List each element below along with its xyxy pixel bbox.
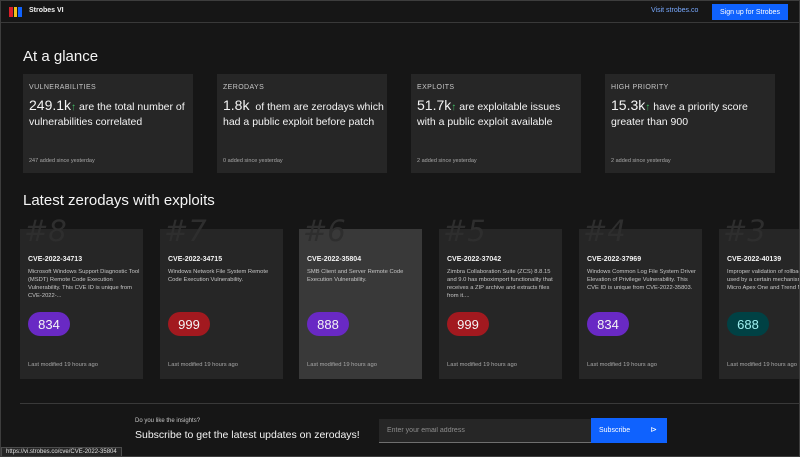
zeroday-card[interactable]: #7 CVE-2022-34715 Windows Network File S…	[160, 214, 283, 379]
stat-since: 2 added since yesterday	[611, 158, 671, 164]
strobes-logo[interactable]	[9, 7, 23, 17]
cve-id[interactable]: CVE-2022-35804	[307, 256, 362, 263]
trend-up-icon: ↑	[451, 102, 457, 113]
stat-text: are exploitable issues with a public exp…	[417, 101, 561, 128]
at-a-glance-heading: At a glance	[23, 48, 99, 65]
trend-up-icon: ↑	[71, 102, 77, 113]
stat-text: are the total number of vulnerabilities …	[29, 101, 185, 128]
zeroday-card[interactable]: #4 CVE-2022-37969 Windows Common Log Fil…	[579, 214, 702, 379]
cve-id[interactable]: CVE-2022-37969	[587, 256, 642, 263]
cve-id[interactable]: CVE-2022-40139	[727, 256, 782, 263]
stat-card-high-priority: HIGH PRIORITY 15.3k↑ have a priority scor…	[605, 74, 775, 173]
logo-bar-red	[9, 7, 13, 17]
priority-score-badge: 999	[168, 312, 210, 336]
stat-label: EXPLOITS	[417, 84, 455, 91]
cve-description: Windows Network File System Remote Code …	[168, 269, 269, 283]
last-modified: Last modified 19 hours ago	[447, 362, 517, 368]
logo-bar-yellow	[13, 7, 18, 17]
stat-value: 51.7k	[417, 97, 452, 113]
stat-since: 2 added since yesterday	[417, 158, 477, 164]
last-modified: Last modified 19 hours ago	[28, 362, 98, 368]
subscribe-question: Do you like the insights?	[135, 418, 201, 424]
priority-score-badge: 688	[727, 312, 769, 336]
email-input[interactable]	[379, 419, 591, 443]
rank-number: #7	[164, 214, 207, 248]
stat-description: 1.8k of them are zerodays which had a pu…	[223, 98, 385, 130]
stat-description: 15.3k↑ have a priority score greater than…	[611, 98, 773, 130]
stat-text: have a priority score greater than 900	[611, 101, 748, 128]
cve-id[interactable]: CVE-2022-37042	[447, 256, 502, 263]
cve-description: SMB Client and Server Remote Code Execut…	[307, 269, 404, 283]
status-bar-url: https://vi.strobes.co/cve/CVE-2022-35804	[1, 447, 122, 456]
subscribe-button[interactable]: Subscribe ⊳	[591, 418, 667, 443]
cve-id[interactable]: CVE-2022-34713	[28, 256, 83, 263]
cve-description: Zimbra Collaboration Suite (ZCS) 8.8.15 …	[447, 269, 553, 299]
cve-id[interactable]: CVE-2022-34715	[168, 256, 223, 263]
stat-description: 249.1k↑ are the total number of vulnerabi…	[29, 98, 191, 130]
stat-card-vulnerabilities: VULNERABILITIES 249.1k↑ are the total num…	[23, 74, 193, 173]
sign-up-button[interactable]: Sign up for Strobes	[712, 4, 788, 20]
last-modified: Last modified 19 hours ago	[168, 362, 238, 368]
visit-strobes-link[interactable]: Visit strobes.co	[651, 7, 699, 14]
stat-since: 247 added since yesterday	[29, 158, 95, 164]
trend-up-icon: ↑	[645, 102, 651, 113]
rank-number: #4	[583, 214, 626, 248]
zeroday-card[interactable]: #5 CVE-2022-37042 Zimbra Collaboration S…	[439, 214, 562, 379]
priority-score-badge: 834	[587, 312, 629, 336]
last-modified: Last modified 19 hours ago	[727, 362, 797, 368]
brand-name[interactable]: Strobes VI	[29, 7, 64, 14]
cve-description: Improper validation of rollback componen…	[727, 269, 800, 291]
stat-label: ZERODAYS	[223, 84, 265, 91]
priority-score-badge: 999	[447, 312, 489, 336]
stat-value: 249.1k	[29, 97, 72, 113]
priority-score-badge: 888	[307, 312, 349, 336]
stat-card-zerodays: ZERODAYS 1.8k of them are zerodays which…	[217, 74, 387, 173]
stat-since: 0 added since yesterday	[223, 158, 283, 164]
last-modified: Last modified 19 hours ago	[307, 362, 377, 368]
latest-zerodays-heading: Latest zerodays with exploits	[23, 192, 215, 209]
top-header: Strobes VI Visit strobes.co Sign up for …	[1, 1, 799, 23]
stat-value: 1.8k	[223, 97, 250, 113]
subscribe-headline: Subscribe to get the latest updates on z…	[135, 429, 360, 441]
stat-card-exploits: EXPLOITS 51.7k↑ are exploitable issues wi…	[411, 74, 581, 173]
cve-description: Windows Common Log File System Driver El…	[587, 269, 696, 291]
rank-number: #5	[443, 214, 486, 248]
rank-number: #3	[723, 214, 766, 248]
send-icon: ⊳	[650, 425, 657, 434]
last-modified: Last modified 19 hours ago	[587, 362, 657, 368]
rank-number: #6	[303, 214, 346, 248]
stat-text: of them are zerodays which had a public …	[223, 101, 384, 128]
zeroday-card-partial[interactable]: #3 CVE-2022-40139 Improper validation of…	[719, 214, 800, 379]
stat-label: VULNERABILITIES	[29, 84, 97, 91]
logo-bar-blue	[18, 7, 23, 17]
priority-score-badge: 834	[28, 312, 70, 336]
stat-description: 51.7k↑ are exploitable issues with a publ…	[417, 98, 579, 130]
zeroday-card-hovered[interactable]: #6 CVE-2022-35804 SMB Client and Server …	[299, 214, 422, 379]
zeroday-card[interactable]: #8 CVE-2022-34713 Microsoft Windows Supp…	[20, 214, 143, 379]
subscribe-button-label: Subscribe	[599, 427, 631, 434]
cve-description: Microsoft Windows Support Diagnostic Too…	[28, 269, 140, 299]
rank-number: #8	[24, 214, 67, 248]
stat-label: HIGH PRIORITY	[611, 84, 669, 91]
stat-value: 15.3k	[611, 97, 646, 113]
